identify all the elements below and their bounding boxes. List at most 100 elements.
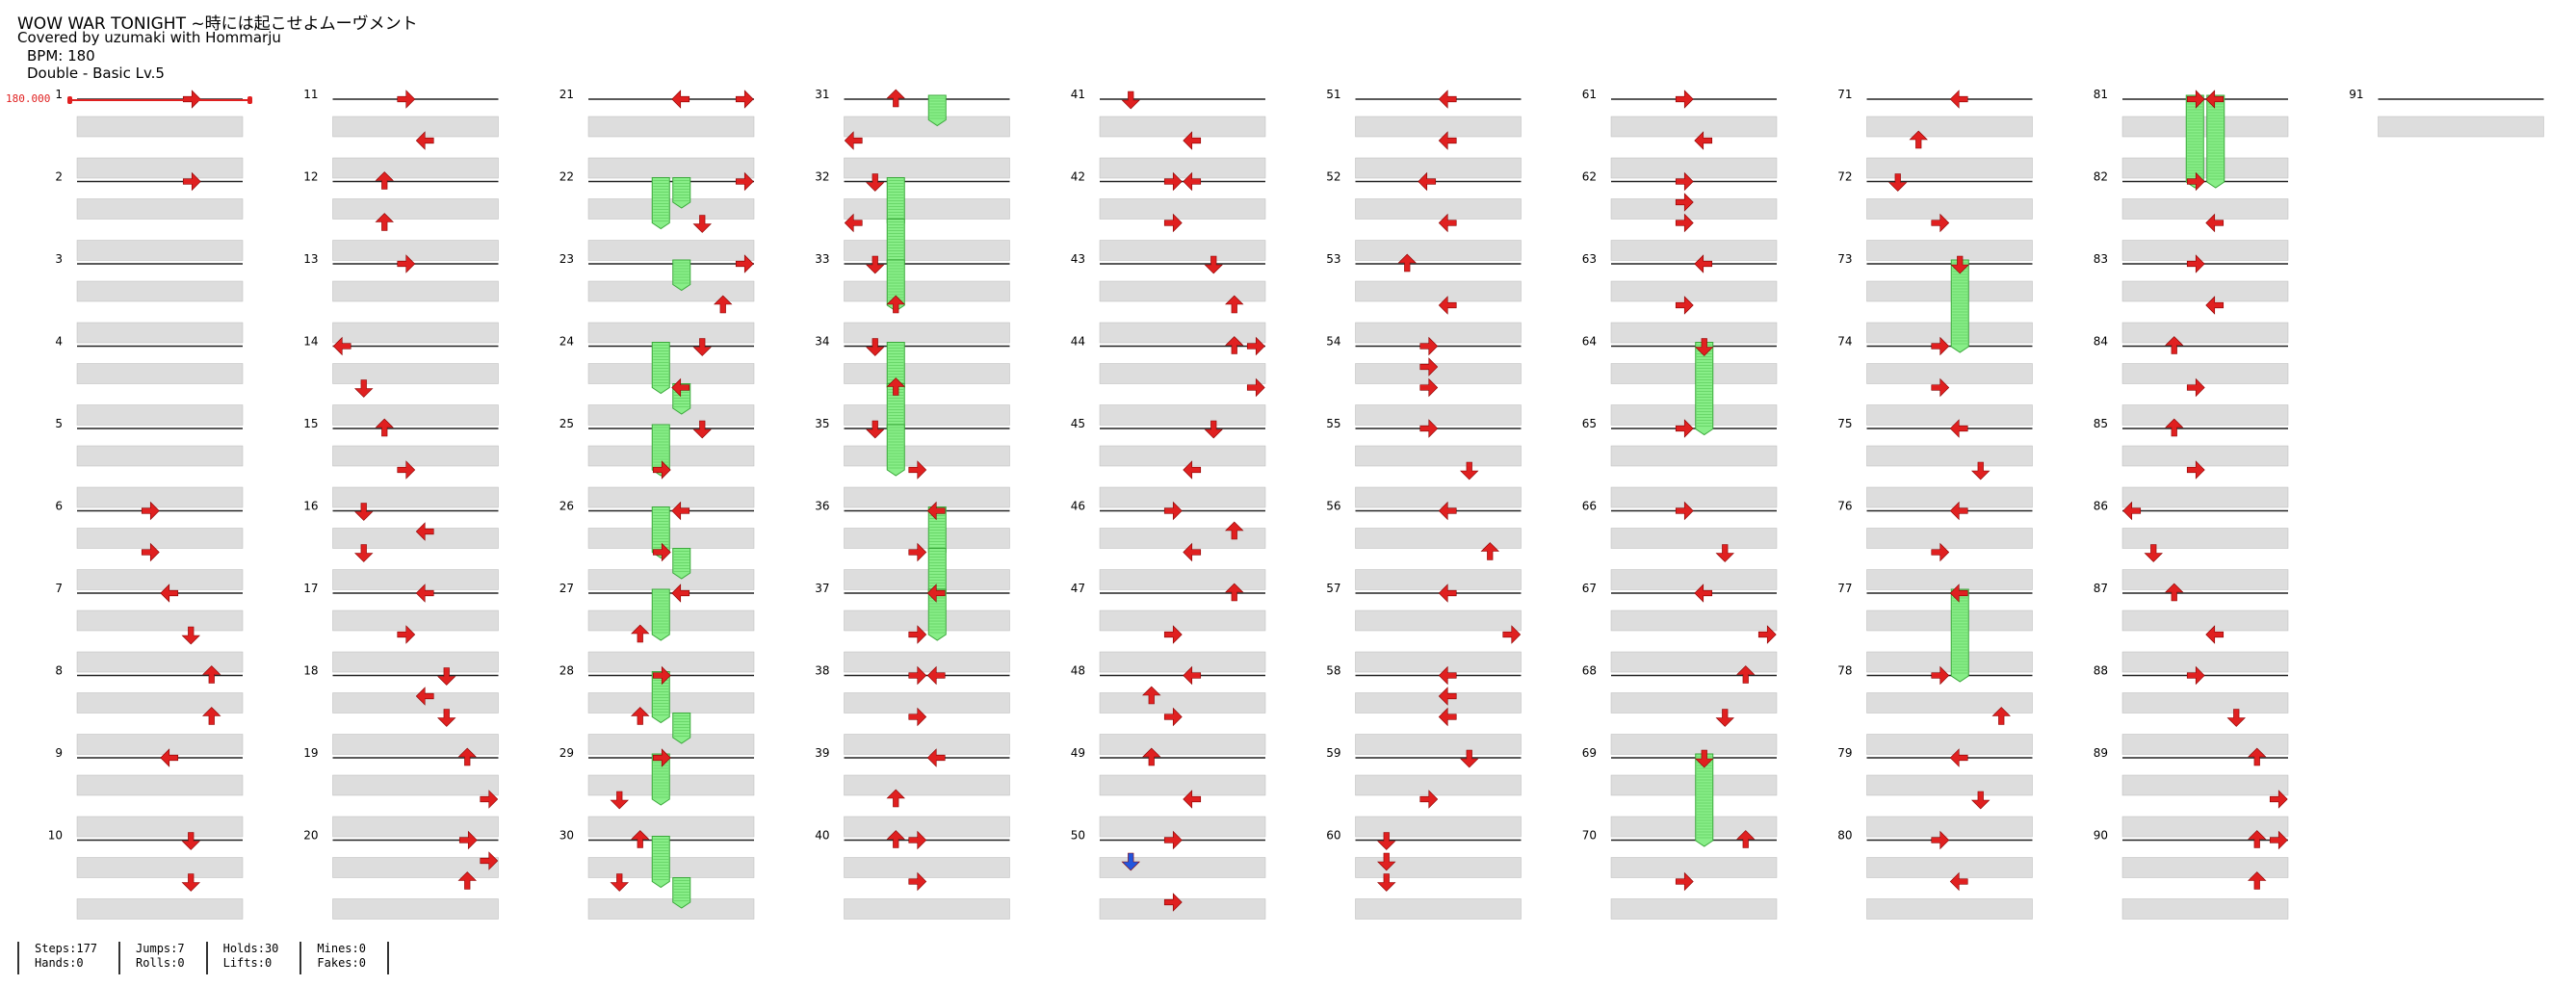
step-arrow — [1204, 255, 1223, 274]
step-arrow — [1460, 749, 1479, 768]
measure-band-b — [2121, 486, 2289, 508]
step-arrow — [631, 624, 650, 643]
step-arrow — [1438, 90, 1457, 109]
measure-band-b — [1099, 157, 1266, 179]
measure-band-b — [1355, 240, 1522, 261]
measure-band-b — [76, 651, 244, 673]
measure-band-a — [1610, 692, 1778, 714]
measure-number: 29 — [559, 746, 574, 760]
step-arrow — [437, 667, 456, 686]
step-arrow — [610, 791, 629, 810]
measure-number: 22 — [559, 170, 574, 184]
measure-band-a — [1099, 774, 1266, 796]
step-arrow — [926, 665, 946, 686]
song-credit: Covered by uzumaki with Hommarju — [17, 29, 281, 46]
step-arrow — [866, 420, 885, 439]
step-arrow — [2186, 665, 2205, 686]
measure-band-a — [76, 857, 244, 878]
step-arrow — [2248, 830, 2267, 848]
stats-col-jumps: Jumps:7 Rolls:0 — [118, 942, 206, 974]
step-arrow — [1695, 338, 1714, 356]
step-arrow — [375, 213, 394, 231]
measure-band-b — [332, 240, 499, 261]
step-arrow — [1225, 295, 1244, 314]
measure-band-b — [1355, 569, 1522, 590]
measure-band-a — [1866, 857, 2033, 878]
measure-band-b — [587, 157, 755, 179]
measure-band-b — [844, 569, 1010, 590]
step-arrow — [2186, 377, 2205, 398]
measure-number: 10 — [48, 829, 63, 843]
stat-jumps: Jumps:7 — [136, 942, 185, 955]
step-arrow — [866, 173, 885, 192]
measure-band-a — [587, 528, 755, 549]
step-arrow — [480, 790, 499, 809]
hold-note — [651, 836, 670, 889]
measure-band-a — [1610, 363, 1778, 384]
step-arrow — [1949, 748, 1968, 767]
measure-band-b — [2121, 651, 2289, 673]
measure-band-a — [1610, 528, 1778, 549]
bpm-change-line — [67, 96, 252, 104]
step-arrow — [332, 336, 351, 356]
step-arrow — [886, 89, 905, 108]
measure-band-a — [587, 774, 755, 796]
step-chart: 1234567891011121314151617181920212223242… — [48, 88, 2544, 920]
measure-band-b — [1610, 734, 1778, 755]
measure-band-b — [1610, 486, 1778, 508]
measure-number: 11 — [303, 88, 318, 101]
measure-band-b — [1866, 569, 2033, 590]
measure-number: 51 — [1326, 88, 1340, 101]
measure-band-b — [1099, 404, 1266, 426]
measure-band-a — [332, 363, 499, 384]
measure-band-b — [844, 816, 1010, 838]
measure-band-a — [1866, 280, 2033, 302]
measure-band-a — [2121, 528, 2289, 549]
measure-band-a — [1099, 445, 1266, 467]
step-arrow — [631, 830, 650, 848]
measure-band-a — [332, 528, 499, 549]
measure-band-a — [1355, 692, 1522, 714]
measure-band-b — [1355, 157, 1522, 179]
step-arrow — [457, 747, 477, 766]
step-arrow — [1909, 130, 1928, 149]
measure-number: 61 — [1582, 88, 1597, 101]
step-arrow — [1480, 542, 1499, 560]
step-arrow — [866, 255, 885, 274]
step-arrow — [354, 544, 374, 562]
measure-band-b — [587, 898, 755, 920]
measure-number: 16 — [303, 500, 318, 513]
step-arrow — [1163, 830, 1183, 850]
step-arrow — [1888, 173, 1908, 192]
step-arrow — [735, 171, 754, 192]
measure-band-b — [1866, 157, 2033, 179]
measure-band-a — [1866, 363, 2033, 384]
stat-hands: Hands:0 — [35, 956, 84, 970]
measure-band-b — [2121, 898, 2289, 920]
step-arrow — [2165, 583, 2184, 602]
hold-note — [651, 177, 670, 230]
step-arrow — [2186, 90, 2205, 109]
step-arrow — [1438, 665, 1457, 686]
step-arrow — [457, 871, 477, 890]
step-arrow — [202, 707, 221, 725]
step-arrow — [1931, 213, 1950, 233]
step-arrow — [1931, 336, 1950, 356]
measure-number: 50 — [1071, 829, 1085, 843]
measure-band-b — [1610, 651, 1778, 673]
step-arrow — [908, 542, 927, 562]
measure-number: 81 — [2094, 88, 2108, 101]
step-arrow — [202, 665, 221, 684]
hold-note — [651, 342, 670, 395]
measure-band-b — [1866, 404, 2033, 426]
step-arrow — [1163, 213, 1183, 233]
measure-number: 44 — [1071, 335, 1085, 349]
measure-number: 79 — [1837, 746, 1852, 760]
measure-number: 33 — [815, 252, 829, 266]
step-arrow — [1949, 501, 1968, 521]
step-arrow — [692, 420, 712, 439]
measure-band-b — [1866, 322, 2033, 344]
step-arrow — [1675, 501, 1694, 521]
step-arrow — [844, 213, 863, 233]
measure-band-b — [76, 486, 244, 508]
